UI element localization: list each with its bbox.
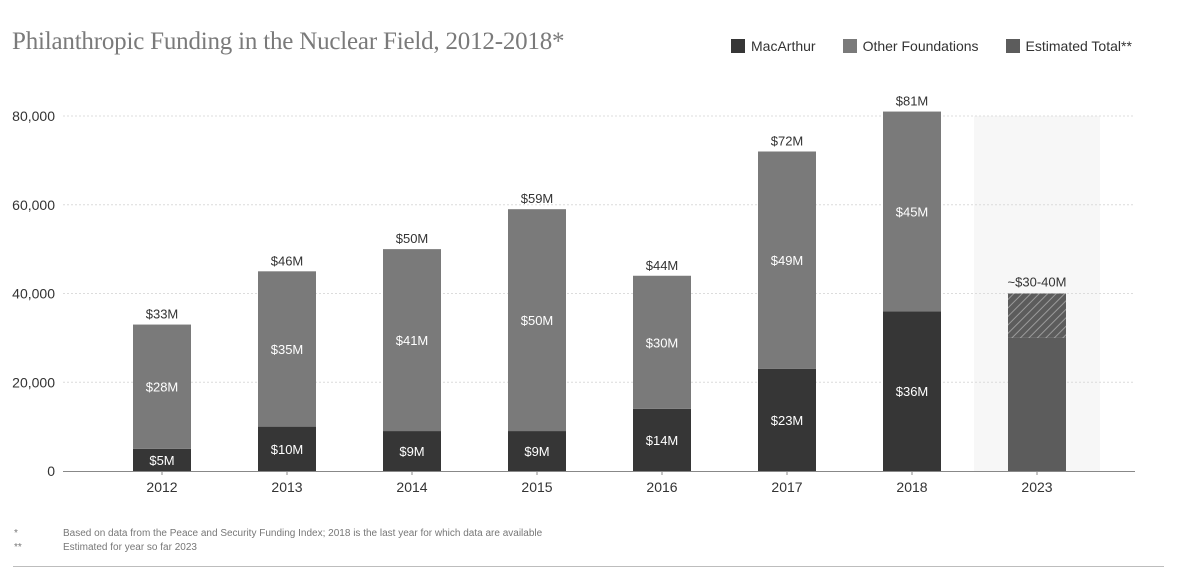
- bar-estimated-total-2023: [1008, 337, 1066, 471]
- segment-label: $28M: [146, 380, 179, 395]
- total-label: $72M: [771, 134, 804, 149]
- total-label: $81M: [896, 94, 929, 109]
- estimate-label: ~$30-40M: [1008, 275, 1067, 290]
- y-tick-label: 40,000: [12, 286, 55, 302]
- segment-label: $5M: [149, 453, 174, 468]
- legend-item-estimated-total: Estimated Total**: [1005, 38, 1132, 54]
- segment-label: $41M: [396, 333, 429, 348]
- x-tick-label: 2014: [396, 479, 427, 495]
- bar-other-foundations-2013: [258, 271, 316, 427]
- x-tick-label: 2023: [1021, 479, 1052, 495]
- total-label: $46M: [271, 253, 304, 268]
- footnote-text: Based on data from the Peace and Securit…: [63, 528, 543, 539]
- x-tick-label: 2015: [521, 479, 552, 495]
- footnote: ** Estimated for year so far 2023: [14, 541, 542, 555]
- bar-macarthur-2016: [633, 408, 691, 471]
- bar-other-foundations-2017: [758, 151, 816, 369]
- x-tick-label: 2017: [771, 479, 802, 495]
- y-tick-label: 0: [47, 463, 55, 479]
- bar-other-foundations-2014: [383, 249, 441, 432]
- segment-label: $45M: [896, 204, 929, 219]
- segment-label: $10M: [271, 442, 304, 457]
- x-tick-label: 2013: [271, 479, 302, 495]
- total-label: $33M: [146, 307, 179, 322]
- legend-swatch-other-foundations: [842, 39, 857, 53]
- legend-label: Other Foundations: [862, 38, 979, 54]
- bar-other-foundations-2012: [133, 324, 191, 449]
- segment-label: $30M: [646, 335, 679, 350]
- bar-macarthur-2015: [508, 431, 566, 471]
- total-label: $44M: [646, 258, 679, 273]
- y-tick-label: 20,000: [12, 374, 55, 390]
- segment-label: $49M: [771, 253, 804, 268]
- total-label: $59M: [521, 191, 554, 206]
- x-tick-label: 2012: [146, 479, 177, 495]
- bar-macarthur-2014: [383, 431, 441, 471]
- segment-label: $36M: [896, 384, 929, 399]
- segment-label: $14M: [646, 433, 679, 448]
- segment-label: $35M: [271, 342, 304, 357]
- bar-other-foundations-2015: [508, 209, 566, 432]
- y-tick-label: 80,000: [12, 108, 55, 124]
- bar-other-foundations-2016: [633, 275, 691, 409]
- footnote-mark: **: [14, 542, 22, 553]
- footnotes: * Based on data from the Peace and Secur…: [14, 527, 542, 555]
- segment-label: $9M: [524, 444, 549, 459]
- legend-label: Estimated Total**: [1025, 38, 1132, 54]
- y-tick-label: 60,000: [12, 197, 55, 213]
- x-tick-label: 2016: [646, 479, 677, 495]
- bar-estimated-range-2023: [1008, 293, 1066, 338]
- legend-swatch-estimated-total: [1005, 39, 1020, 53]
- footnote-mark: *: [14, 528, 18, 539]
- segment-label: $50M: [521, 313, 554, 328]
- footnote-text: Estimated for year so far 2023: [63, 542, 197, 553]
- bar-macarthur-2012: [133, 448, 191, 471]
- legend-label: MacArthur: [751, 38, 816, 54]
- footnote: * Based on data from the Peace and Secur…: [14, 527, 542, 541]
- legend-item-macarthur: MacArthur: [731, 38, 816, 54]
- legend-swatch-macarthur: [731, 39, 745, 53]
- legend: MacArthur Other Foundations Estimated To…: [731, 38, 1159, 54]
- bar-macarthur-2017: [758, 368, 816, 471]
- segment-label: $9M: [399, 444, 424, 459]
- bar-macarthur-2013: [258, 426, 316, 471]
- segment-label: $23M: [771, 413, 804, 428]
- x-tick-label: 2018: [896, 479, 927, 495]
- bar-other-foundations-2018: [883, 111, 941, 312]
- legend-item-other-foundations: Other Foundations: [842, 38, 979, 54]
- bottom-divider: [13, 566, 1164, 567]
- total-label: $50M: [396, 231, 429, 246]
- chart-title: Philanthropic Funding in the Nuclear Fie…: [12, 28, 565, 55]
- bar-macarthur-2018: [883, 311, 941, 471]
